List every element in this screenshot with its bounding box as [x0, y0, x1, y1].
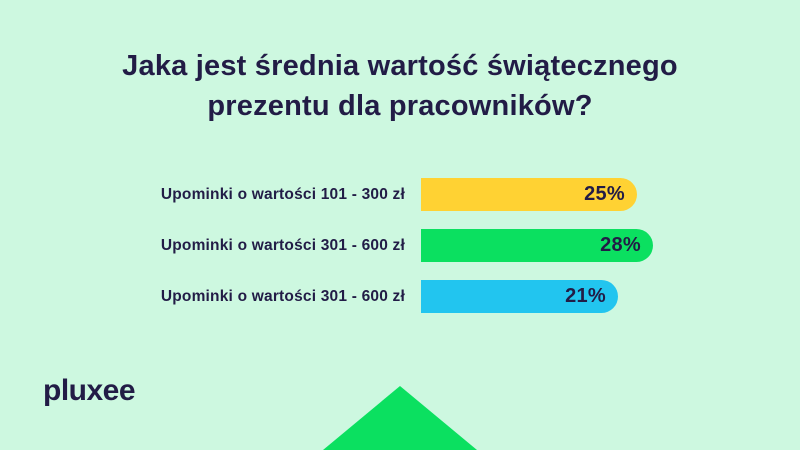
bar-label-301-600-b: Upominki o wartości 301 - 600 zł	[160, 287, 405, 305]
bar-chart: Upominki o wartości 101 - 300 zł 25% Upo…	[0, 178, 800, 331]
bar-label-301-600-a: Upominki o wartości 301 - 600 zł	[160, 236, 405, 254]
page-title: Jaka jest średnia wartość świątecznego p…	[0, 46, 800, 126]
pluxee-logo: pluxee	[43, 374, 136, 407]
bar-value-25: 25%	[584, 183, 625, 205]
bar-blue-301-600: 21%	[421, 280, 618, 313]
up-arrow-decoration-icon	[323, 386, 477, 450]
chart-row-1: Upominki o wartości 101 - 300 zł 25%	[0, 178, 800, 211]
chart-row-2: Upominki o wartości 301 - 600 zł 28%	[0, 229, 800, 262]
bar-label-101-300: Upominki o wartości 101 - 300 zł	[160, 185, 405, 203]
chart-row-3: Upominki o wartości 301 - 600 zł 21%	[0, 280, 800, 313]
bar-value-28: 28%	[600, 234, 641, 256]
title-line-2: prezentu dla pracowników?	[207, 90, 593, 122]
title-line-1: Jaka jest średnia wartość świątecznego	[122, 50, 678, 82]
bar-value-21: 21%	[565, 285, 606, 307]
bar-yellow-101-300: 25%	[421, 178, 637, 211]
bar-green-301-600: 28%	[421, 229, 653, 262]
